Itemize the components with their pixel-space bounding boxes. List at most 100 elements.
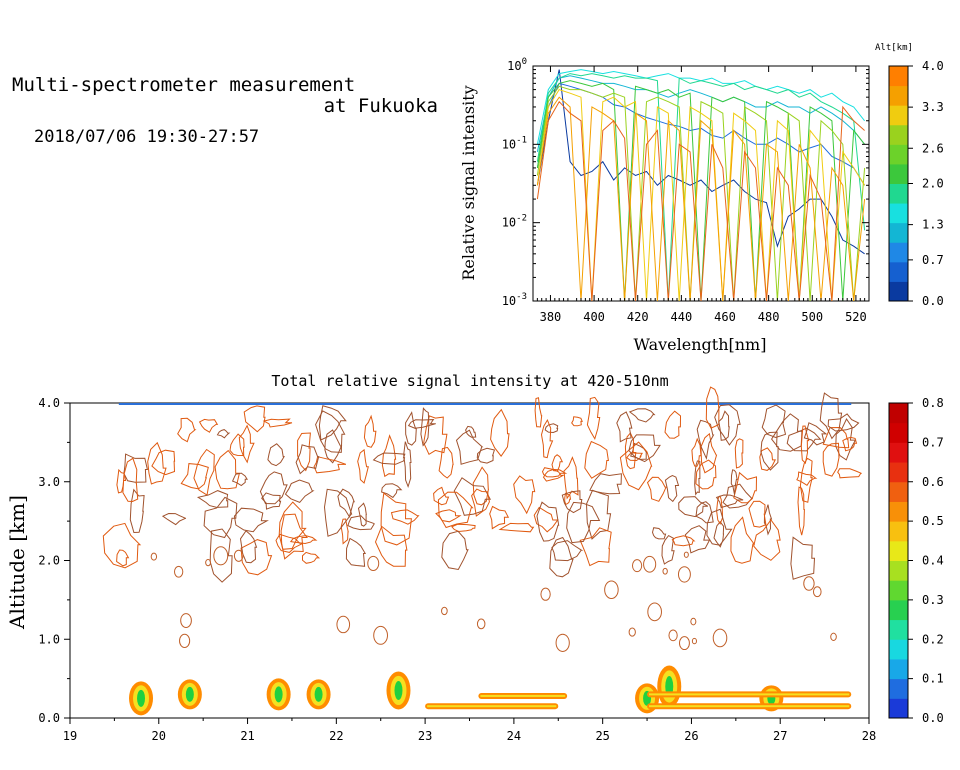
heatmap-contour: [209, 528, 233, 583]
spectrum-x-tick-label: 460: [714, 310, 736, 324]
altitude-colorbar-cell: [889, 222, 908, 243]
heatmap-contour: [238, 424, 255, 464]
heatmap-contour: [533, 506, 559, 533]
heatmap-x-tick-label: 28: [862, 729, 876, 743]
heatmap-contour: [668, 629, 678, 642]
heatmap-contour: [239, 530, 258, 564]
spectrum-x-tick-label: 400: [583, 310, 605, 324]
heatmap-contour: [179, 633, 191, 648]
spectrum-x-ticks: 380 400 420 440 460 480 500 520: [532, 66, 870, 324]
heatmap-contour: [122, 457, 139, 503]
heatmap-y-tick-label: 3.0: [38, 475, 60, 489]
intensity-colorbar-label: 0.6: [922, 475, 944, 489]
heatmap-contour: [541, 467, 568, 478]
heatmap-contour: [571, 416, 583, 427]
title-line-2: at Fukuoka: [323, 95, 438, 117]
intensity-colorbar-label: 0.0: [922, 711, 944, 725]
intensity-colorbar: 0.8 0.7 0.6 0.5 0.4 0.3 0.2 0.1 0.0: [888, 396, 944, 725]
intensity-colorbar-cell: [889, 540, 908, 561]
heatmap-x-tick-label: 26: [684, 729, 698, 743]
heatmap-contour: [540, 587, 551, 601]
heatmap-contour: [835, 417, 857, 461]
heatmap-contour: [337, 488, 355, 519]
heatmap-contour: [671, 535, 696, 547]
heatmap-contour: [229, 433, 245, 457]
heatmap-contour: [214, 449, 241, 490]
heatmap-y-tick-label: 1.0: [38, 632, 60, 646]
heatmap-contour: [712, 628, 728, 648]
heatmap-band-core: [649, 693, 850, 696]
spectrum-x-tick-label: 420: [627, 310, 649, 324]
heatmap-contour: [295, 444, 320, 475]
heatmap-contour: [180, 613, 192, 629]
heatmap-contour: [243, 405, 266, 433]
heatmap-contour: [498, 522, 535, 533]
intensity-colorbar-cell: [889, 521, 908, 542]
spectrum-x-tick-label: 480: [758, 310, 780, 324]
intensity-colorbar-label: 0.4: [922, 554, 944, 568]
heatmap-contour: [147, 441, 167, 485]
intensity-colorbar-cell: [889, 678, 908, 699]
intensity-colorbar-cells: [889, 403, 908, 719]
intensity-colorbar-cell: [889, 422, 908, 443]
heatmap-contour: [490, 408, 510, 457]
heatmap-contour: [423, 415, 448, 456]
altitude-colorbar-label: 4.0: [922, 59, 944, 73]
heatmap-contour: [796, 471, 818, 486]
spectrum-series-line: [536, 96, 866, 302]
intensity-colorbar-cell: [889, 442, 908, 463]
heatmap-contour: [513, 475, 536, 515]
spectrum-plot: 380 400 420 440 460 480 500 520 100 10-1 10-2 10-3…: [459, 57, 870, 354]
heatmap-contour: [822, 442, 840, 477]
altitude-colorbar-label: 3.3: [922, 100, 944, 114]
altitude-colorbar-cell: [889, 203, 908, 224]
heatmap-contour: [267, 443, 285, 467]
heatmap-contour: [722, 483, 754, 509]
heatmap-contour: [367, 555, 380, 572]
altitude-colorbar-cell: [889, 281, 908, 302]
heatmap-contour: [441, 530, 469, 571]
heatmap-contour: [803, 422, 828, 446]
heatmap-contour: [544, 423, 559, 434]
altitude-colorbar-cell: [889, 163, 908, 184]
heatmap-contour: [664, 410, 682, 439]
heatmap-contour: [476, 447, 496, 464]
heatmap-contour: [380, 492, 412, 546]
spectrum-series-line: [536, 100, 865, 302]
heatmap-contour: [213, 546, 229, 566]
altitude-colorbar-cell: [889, 183, 908, 204]
heatmap-contour: [551, 454, 564, 472]
spectrum-series-line: [536, 85, 866, 302]
heatmap-contour: [561, 490, 583, 514]
heatmap-contour: [662, 567, 668, 575]
spectrum-y-tick-label: 10-1: [502, 135, 527, 151]
heatmap-contour: [716, 495, 724, 525]
heatmap-contour: [465, 425, 477, 438]
heatmap-contour: [684, 525, 711, 554]
heatmap-title: Total relative signal intensity at 420-5…: [271, 372, 668, 390]
heatmap-contour: [203, 496, 238, 539]
heatmap-contour: [261, 492, 282, 510]
heatmap-x-tick-label: 22: [329, 729, 343, 743]
heatmap-contour: [284, 479, 315, 503]
intensity-colorbar-cell: [889, 658, 908, 680]
intensity-colorbar-label: 0.8: [922, 396, 944, 410]
heatmap-contour: [441, 606, 448, 616]
heatmap-contour: [695, 501, 714, 524]
heatmap-contour: [555, 633, 570, 652]
heatmap-contour: [626, 452, 643, 462]
heatmap-contour: [180, 463, 209, 490]
heatmap-contour: [661, 534, 675, 565]
altitude-colorbar-cells: [889, 66, 908, 302]
heatmap-contour: [536, 501, 560, 542]
spectrum-x-tick-label: 380: [540, 310, 562, 324]
heatmap-contour: [336, 615, 351, 634]
heatmap-contour: [631, 559, 643, 573]
heatmap-band-core: [480, 694, 566, 697]
heatmap-contour: [373, 625, 389, 645]
intensity-colorbar-label: 0.1: [922, 672, 944, 686]
heatmap-contour: [381, 483, 403, 499]
heatmap-contour: [628, 408, 656, 423]
heatmap-x-ticks: 19 20 21 22 23 24 25 26 27 28: [63, 718, 876, 743]
